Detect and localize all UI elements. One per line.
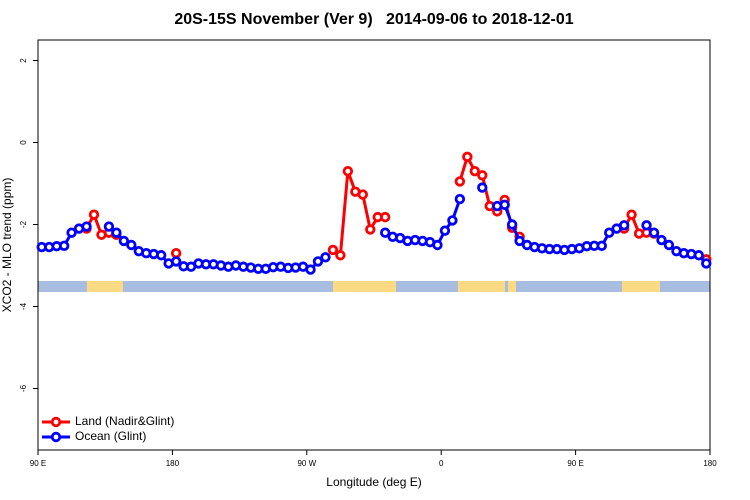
point	[447, 215, 458, 226]
point	[641, 220, 652, 231]
point	[499, 199, 510, 211]
plot-frame	[37, 39, 711, 451]
point	[604, 227, 615, 238]
x-axis-label: Longitude (deg E)	[326, 475, 421, 489]
x-tick-label: 90 E	[30, 459, 46, 468]
point	[439, 225, 451, 236]
point	[663, 239, 675, 251]
point	[514, 235, 525, 247]
point	[155, 250, 167, 261]
chart-title: 20S-15S November (Ver 9) 2014-09-06 to 2…	[174, 11, 573, 28]
point	[693, 250, 704, 261]
point	[626, 209, 637, 220]
point	[88, 209, 100, 220]
point	[365, 224, 376, 235]
x-tick-label: 90 W	[297, 459, 316, 468]
legend-label: Land (Nadir&Glint)	[75, 414, 174, 428]
point	[618, 220, 630, 231]
x-tick-label: 0	[439, 459, 444, 468]
x-tick-label: 180	[166, 459, 180, 468]
point	[506, 219, 518, 230]
point	[342, 165, 354, 177]
point	[477, 170, 488, 181]
point	[596, 240, 607, 252]
point	[111, 227, 122, 238]
land-strip	[333, 281, 396, 292]
point	[320, 252, 331, 263]
land-strip	[508, 281, 516, 292]
land-strip	[458, 281, 505, 292]
point	[469, 165, 480, 177]
y-tick-label: 0	[19, 140, 28, 145]
point	[656, 234, 667, 246]
point	[58, 240, 70, 252]
point	[312, 256, 324, 267]
y-axis-label: XCO2 - MLO trend (ppm)	[0, 178, 14, 313]
point	[477, 182, 488, 193]
land-strip	[87, 281, 123, 292]
y-tick-label: -2	[19, 220, 28, 228]
point	[170, 256, 182, 267]
point	[335, 250, 346, 261]
point	[103, 221, 115, 232]
series-line	[87, 157, 707, 260]
x-tick-label: 180	[703, 459, 717, 468]
land-strip	[622, 281, 660, 292]
point	[648, 227, 660, 238]
y-tick-label: 2	[19, 58, 28, 63]
point	[432, 239, 443, 251]
y-tick-label: -6	[19, 384, 28, 392]
point	[462, 151, 473, 163]
legend-marker	[50, 431, 62, 443]
point	[66, 227, 77, 238]
point	[380, 211, 391, 223]
point	[380, 227, 391, 238]
surface-strip	[38, 281, 710, 292]
point	[305, 264, 316, 275]
point	[118, 235, 130, 247]
point	[454, 193, 466, 205]
point	[170, 247, 182, 259]
point	[81, 221, 92, 232]
point	[357, 189, 368, 200]
point	[454, 176, 466, 187]
y-tick-label: -4	[19, 302, 28, 310]
legend-marker	[50, 416, 62, 428]
point	[701, 258, 712, 269]
legend-label: Ocean (Glint)	[75, 429, 146, 443]
x-tick-label: 90 E	[567, 459, 583, 468]
point	[126, 239, 137, 251]
point	[327, 244, 339, 256]
